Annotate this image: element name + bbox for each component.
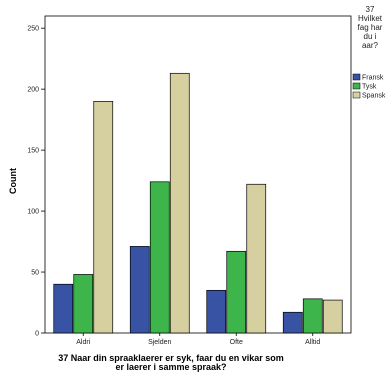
x-tick-label: Sjelden <box>148 339 171 346</box>
legend-label: Spansk <box>362 93 386 100</box>
y-tick-label: 50 <box>31 270 39 277</box>
bar-tysk-aldri <box>73 274 94 334</box>
legend-title-line-3: fag har <box>358 23 383 32</box>
y-tick-label: 250 <box>27 26 39 33</box>
legend-label: Fransk <box>362 75 384 82</box>
y-tick-label: 0 <box>35 331 39 338</box>
legend-swatch <box>352 82 361 90</box>
legend-swatch <box>352 73 361 81</box>
x-tick-label: Aldri <box>76 339 90 346</box>
bar-tysk-sjelden <box>149 181 170 334</box>
bar-tysk-alltid <box>302 298 323 334</box>
y-tick-label: 200 <box>27 87 39 94</box>
bar-spansk-aldri <box>93 100 114 334</box>
legend: 37 Hvilket fag har du i aar? Fransk Tysk S… <box>352 5 386 100</box>
legend-title-line-4: du i <box>364 32 377 41</box>
bar-tysk-ofte <box>226 250 247 334</box>
legend-swatch <box>352 91 361 99</box>
legend-label: Tysk <box>362 84 377 91</box>
x-tick-label: Ofte <box>230 339 243 346</box>
bar-fransk-ofte <box>206 289 227 334</box>
bar-spansk-ofte <box>246 183 267 334</box>
legend-title-line-1: 37 <box>366 5 375 14</box>
legend-title-line-2: Hvilket <box>358 14 383 23</box>
bar-spansk-sjelden <box>169 72 190 334</box>
x-axis-label-line-2: er laerer i samme spraak? <box>115 362 226 372</box>
bar-spansk-alltid <box>322 299 343 334</box>
y-tick-label: 150 <box>27 148 39 155</box>
x-axis-label-line-1: 37 Naar din spraaklaerer er syk, faar du… <box>58 353 284 363</box>
y-tick-label: 100 <box>27 209 39 216</box>
bar-fransk-sjelden <box>129 246 150 334</box>
legend-title-line-5: aar? <box>362 41 379 50</box>
legend-items: Fransk Tysk Spansk <box>352 73 386 100</box>
x-tick-label: Alltid <box>305 339 320 346</box>
bar-fransk-aldri <box>53 283 74 334</box>
x-axis: Aldri Sjelden Ofte Alltid <box>76 333 320 346</box>
y-axis: 0 50 100 150 200 250 <box>27 26 45 338</box>
bar-fransk-alltid <box>282 311 303 334</box>
y-axis-label: Count <box>8 168 18 194</box>
bars <box>53 72 343 334</box>
